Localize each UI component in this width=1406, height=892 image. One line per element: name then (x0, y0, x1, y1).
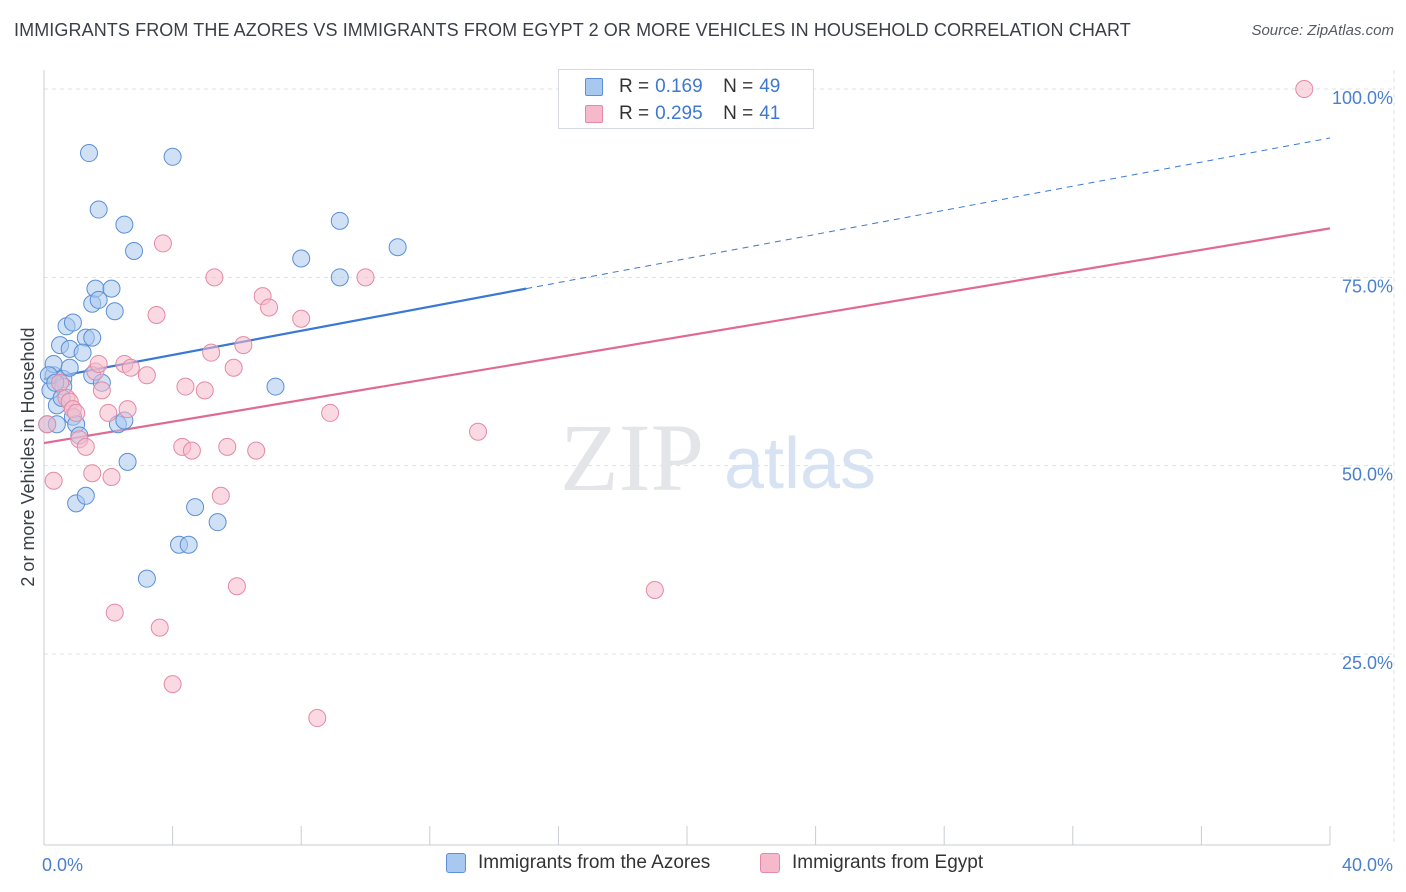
point-egypt (195, 381, 214, 400)
y-axis-label: 2 or more Vehicles in Household (18, 327, 38, 586)
watermark: ZIP atlas (560, 404, 876, 511)
egypt-swatch (760, 853, 780, 873)
point-egypt (163, 675, 182, 694)
correlation-legend: R = 0.169 N = 49 R = 0.295 N = 41 (558, 69, 814, 129)
point-egypt (102, 467, 121, 486)
point-egypt (153, 234, 172, 253)
axes (43, 70, 1331, 846)
point-egypt (176, 377, 195, 396)
point-azores (60, 358, 79, 377)
point-azores (179, 535, 198, 554)
point-egypt (67, 403, 86, 422)
azores-swatch (446, 853, 466, 873)
point-egypt (99, 403, 118, 422)
trend-line-egypt (43, 227, 1331, 445)
point-egypt (260, 298, 279, 317)
point-azores (76, 486, 95, 505)
y-tick-label: 75.0% (1342, 276, 1393, 296)
point-egypt (83, 464, 102, 483)
point-egypt (356, 268, 375, 287)
point-azores (80, 144, 99, 163)
legend-r-value: 0.169 (655, 76, 703, 97)
point-egypt (645, 580, 664, 599)
legend-n-label: N = (723, 103, 754, 124)
point-egypt (38, 415, 57, 434)
point-egypt (182, 441, 201, 460)
point-azores (83, 328, 102, 347)
point-egypt (51, 373, 70, 392)
point-azores (73, 343, 92, 362)
point-egypt (118, 400, 137, 419)
point-azores (89, 200, 108, 219)
point-azores (330, 268, 349, 287)
point-egypt (227, 577, 246, 596)
point-egypt (44, 471, 63, 490)
point-egypt (218, 437, 237, 456)
point-egypt (147, 306, 166, 324)
point-egypt (247, 441, 266, 460)
watermark-zip: ZIP (560, 404, 704, 511)
legend-label-egypt: Immigrants from Egypt (792, 852, 984, 873)
legend-label-azores: Immigrants from the Azores (478, 852, 711, 873)
x-tick-label: 0.0% (42, 855, 83, 875)
legend-r-value: 0.295 (655, 103, 703, 124)
point-azores (89, 290, 108, 309)
point-egypt (211, 486, 230, 505)
legend-item-egypt[interactable]: Immigrants from Egypt (760, 852, 983, 874)
point-egypt (308, 709, 327, 728)
point-egypt (89, 354, 108, 373)
point-egypt (76, 437, 95, 456)
point-egypt (469, 422, 488, 441)
y-tick-label: 25.0% (1342, 653, 1393, 673)
legend-n-label: N = (723, 76, 754, 97)
point-azores (118, 452, 137, 471)
legend-r-label: R = (619, 76, 650, 97)
point-azores (115, 215, 134, 234)
point-egypt (1295, 80, 1314, 98)
point-azores (292, 249, 311, 268)
trend-line-azores-extension (526, 137, 1331, 290)
chart-title: IMMIGRANTS FROM THE AZORES VS IMMIGRANTS… (14, 20, 1131, 40)
point-egypt (205, 268, 224, 287)
point-egypt (224, 358, 243, 377)
point-egypt (202, 343, 221, 362)
point-azores (125, 241, 144, 260)
point-azores (63, 313, 82, 332)
point-egypt (121, 358, 140, 377)
point-azores (266, 377, 285, 396)
point-azores (137, 569, 156, 588)
point-egypt (234, 336, 253, 355)
x-tick-label: 40.0% (1342, 855, 1393, 875)
azores-swatch (585, 78, 603, 96)
legend-r-label: R = (619, 103, 650, 124)
point-egypt (321, 403, 340, 422)
point-egypt (292, 309, 311, 328)
point-egypt (150, 618, 169, 637)
trend-lines (43, 137, 1331, 445)
legend-item-azores[interactable]: Immigrants from the Azores (446, 852, 710, 874)
point-azores (186, 498, 205, 517)
point-azores (105, 302, 124, 321)
point-azores (330, 211, 349, 230)
point-egypt (105, 603, 124, 622)
point-egypt (92, 381, 111, 400)
point-egypt (137, 366, 156, 385)
gridlines (44, 70, 1395, 845)
data-points (38, 80, 1314, 728)
axis-labels: 25.0% 50.0% 75.0% 100.0% 0.0% 40.0% 2 or more … (18, 88, 1393, 875)
source-credit: Source: ZipAtlas.com (1251, 22, 1394, 39)
watermark-atlas: atlas (724, 424, 876, 504)
series-legend: Immigrants from the Azores Immigrants fr… (0, 850, 1406, 878)
egypt-swatch (585, 105, 603, 123)
y-tick-label: 50.0% (1342, 465, 1393, 485)
point-azores (163, 147, 182, 166)
y-tick-label: 100.0% (1332, 88, 1393, 108)
legend-n-value: 41 (759, 103, 781, 124)
point-azores (102, 279, 121, 298)
point-azores (208, 513, 227, 532)
legend-n-value: 49 (759, 76, 781, 97)
point-azores (388, 238, 407, 257)
